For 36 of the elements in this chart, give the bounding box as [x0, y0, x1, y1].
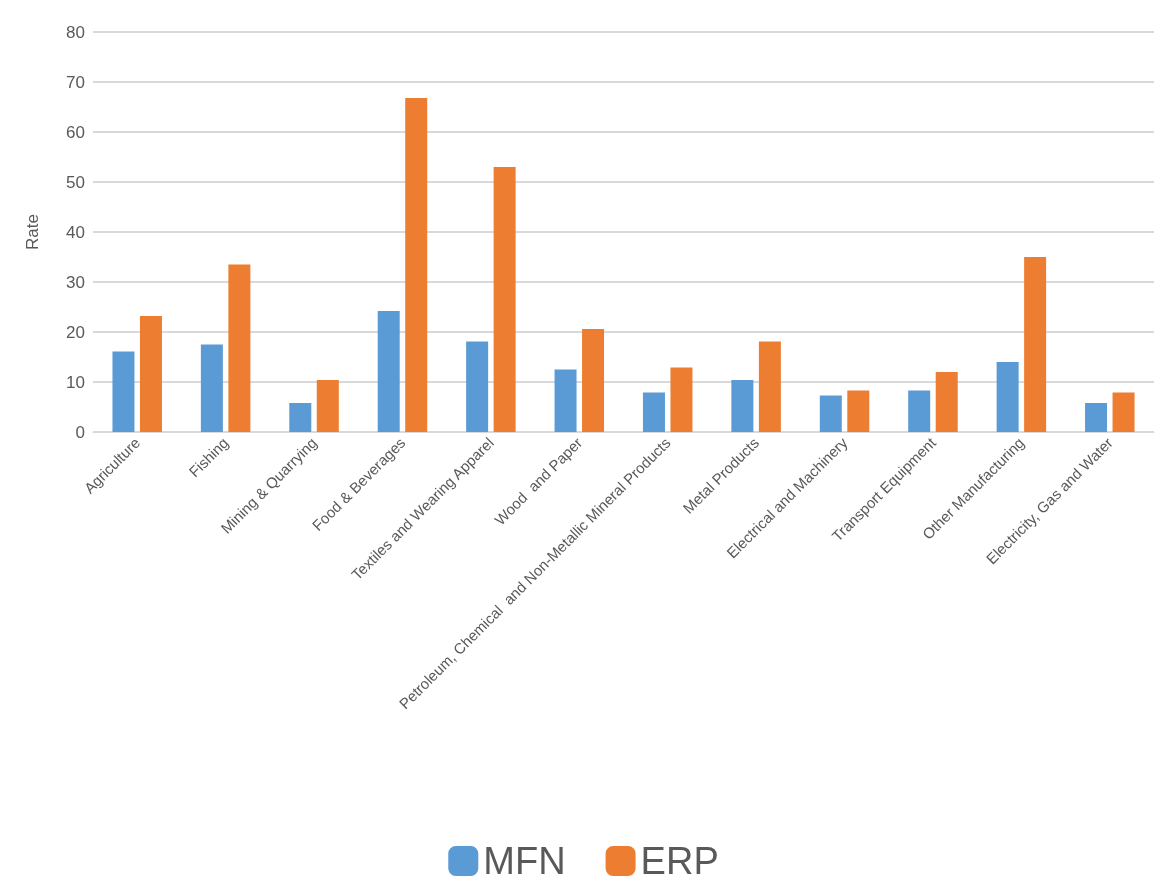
bar: [289, 403, 312, 432]
bar: [847, 390, 870, 432]
bar: [670, 367, 693, 432]
y-tick-label: 20: [66, 322, 85, 342]
bar: [1024, 257, 1047, 432]
y-tick-label: 60: [66, 122, 85, 142]
y-tick-label: 70: [66, 72, 85, 92]
bar: [935, 372, 958, 432]
bar: [316, 380, 339, 432]
bar: [1112, 392, 1135, 432]
bar: [908, 390, 931, 432]
bar: [405, 98, 428, 432]
bar: [758, 341, 781, 432]
bar: [731, 380, 754, 432]
y-tick-label: 80: [66, 22, 85, 42]
bar: [228, 264, 251, 432]
y-tick-label: 10: [66, 372, 85, 392]
bar: [582, 329, 605, 432]
legend-label: MFN: [483, 840, 566, 882]
bar: [112, 351, 135, 432]
bar: [554, 369, 577, 432]
bar: [493, 167, 516, 432]
y-tick-label: 30: [66, 272, 85, 292]
y-tick-label: 50: [66, 172, 85, 192]
bar: [139, 316, 162, 432]
y-axis-title: Rate: [23, 214, 42, 250]
bar: [200, 344, 223, 432]
bar: [996, 362, 1019, 432]
bar: [377, 311, 400, 432]
bar: [819, 395, 842, 432]
bar: [466, 341, 489, 432]
legend-label: ERP: [640, 840, 719, 882]
bar: [642, 392, 665, 432]
y-tick-label: 40: [66, 222, 85, 242]
bar: [1085, 403, 1108, 432]
y-tick-label: 0: [75, 422, 85, 442]
